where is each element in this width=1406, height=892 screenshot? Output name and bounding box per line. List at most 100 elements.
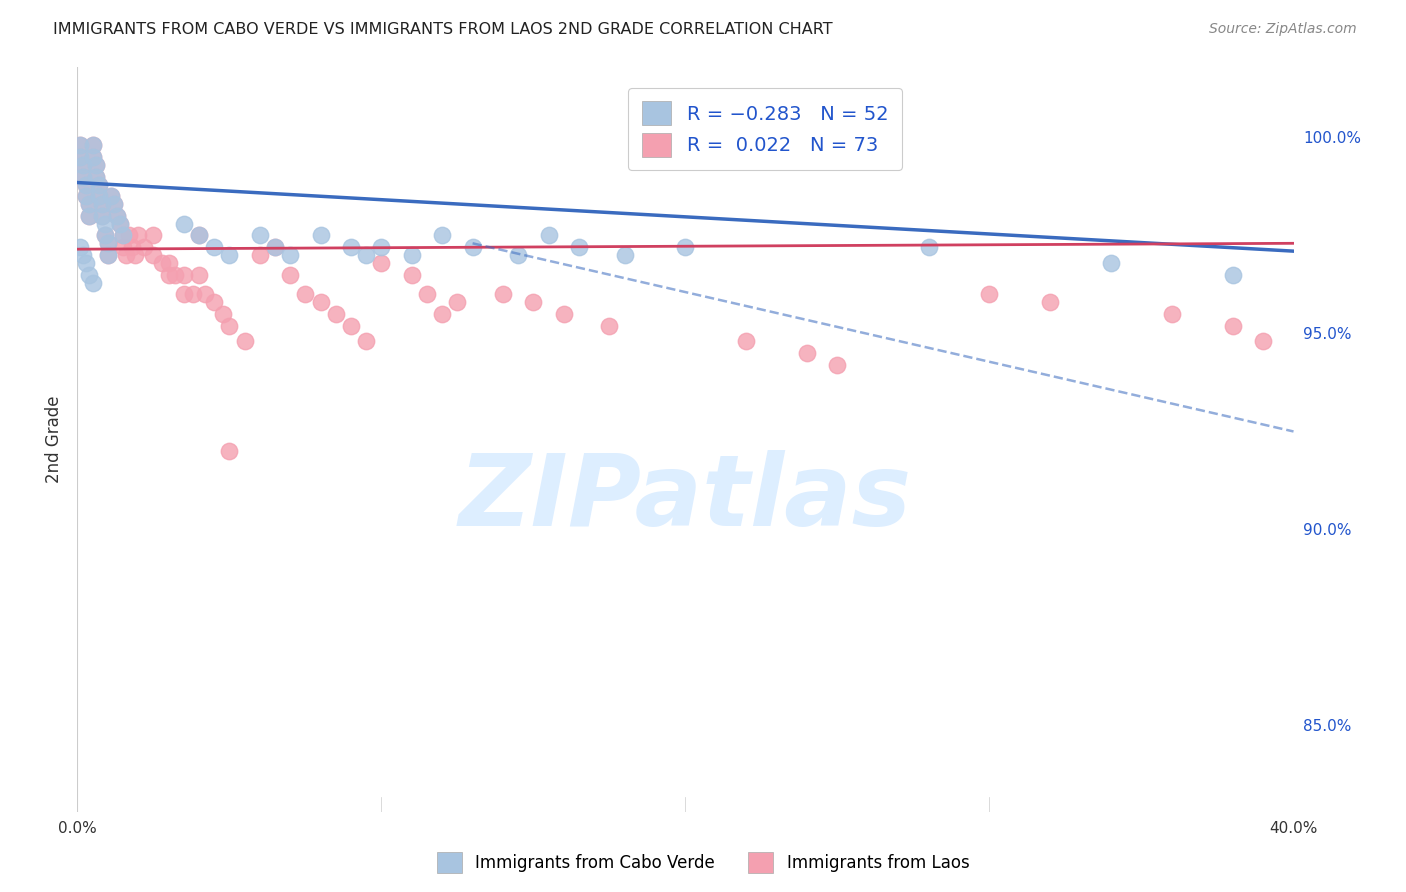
Point bbox=[249, 248, 271, 262]
Point bbox=[309, 228, 332, 243]
Point bbox=[416, 287, 439, 301]
Point bbox=[108, 217, 131, 231]
Point bbox=[82, 150, 104, 164]
Point bbox=[340, 240, 363, 254]
Point bbox=[79, 209, 101, 223]
Point bbox=[553, 307, 575, 321]
Point bbox=[111, 240, 134, 254]
Point bbox=[370, 240, 392, 254]
Point bbox=[87, 178, 110, 192]
Point bbox=[87, 189, 110, 203]
Point bbox=[75, 189, 97, 203]
Point bbox=[173, 287, 195, 301]
Point bbox=[1099, 256, 1122, 270]
Point bbox=[157, 256, 180, 270]
Point bbox=[97, 236, 120, 251]
Point bbox=[735, 334, 758, 349]
Point bbox=[188, 268, 211, 282]
Point bbox=[79, 197, 101, 211]
Point bbox=[432, 228, 454, 243]
Point bbox=[188, 228, 211, 243]
Point bbox=[69, 150, 91, 164]
Point bbox=[294, 287, 316, 301]
Point bbox=[93, 217, 115, 231]
Text: ZIPatlas: ZIPatlas bbox=[458, 450, 912, 548]
Point bbox=[264, 240, 287, 254]
Point bbox=[90, 209, 112, 223]
Point bbox=[598, 318, 620, 333]
Point bbox=[118, 228, 141, 243]
Point bbox=[568, 240, 591, 254]
Point bbox=[111, 228, 134, 243]
Point bbox=[90, 197, 112, 211]
Point bbox=[90, 209, 112, 223]
Legend: R = −0.283   N = 52, R =  0.022   N = 73: R = −0.283 N = 52, R = 0.022 N = 73 bbox=[628, 87, 901, 170]
Point bbox=[152, 256, 174, 270]
Point bbox=[340, 318, 363, 333]
Point bbox=[446, 295, 468, 310]
Point bbox=[163, 268, 186, 282]
Point bbox=[79, 268, 101, 282]
Point bbox=[69, 240, 91, 254]
Point bbox=[432, 307, 454, 321]
Point bbox=[72, 158, 94, 172]
Point bbox=[108, 217, 131, 231]
Point bbox=[93, 228, 115, 243]
Point bbox=[127, 228, 149, 243]
Point bbox=[325, 307, 347, 321]
Point bbox=[87, 178, 110, 192]
Point bbox=[278, 268, 301, 282]
Point bbox=[278, 248, 301, 262]
Point bbox=[69, 138, 91, 153]
Point bbox=[1222, 268, 1244, 282]
Y-axis label: 2nd Grade: 2nd Grade bbox=[45, 395, 63, 483]
Point bbox=[105, 209, 128, 223]
Point bbox=[69, 150, 91, 164]
Point bbox=[115, 248, 138, 262]
Point bbox=[401, 268, 423, 282]
Point bbox=[100, 189, 122, 203]
Point bbox=[194, 287, 217, 301]
Point bbox=[84, 169, 107, 184]
Point bbox=[111, 228, 134, 243]
Point bbox=[82, 150, 104, 164]
Point bbox=[72, 248, 94, 262]
Point bbox=[79, 209, 101, 223]
Point bbox=[142, 228, 165, 243]
Point bbox=[202, 240, 225, 254]
Point bbox=[157, 268, 180, 282]
Point bbox=[212, 307, 235, 321]
Point bbox=[264, 240, 287, 254]
Point bbox=[84, 169, 107, 184]
Text: IMMIGRANTS FROM CABO VERDE VS IMMIGRANTS FROM LAOS 2ND GRADE CORRELATION CHART: IMMIGRANTS FROM CABO VERDE VS IMMIGRANTS… bbox=[53, 22, 832, 37]
Point bbox=[401, 248, 423, 262]
Point bbox=[75, 256, 97, 270]
Point bbox=[100, 189, 122, 203]
Point bbox=[181, 287, 204, 301]
Point bbox=[75, 178, 97, 192]
Point bbox=[218, 248, 240, 262]
Point bbox=[1161, 307, 1184, 321]
Legend: Immigrants from Cabo Verde, Immigrants from Laos: Immigrants from Cabo Verde, Immigrants f… bbox=[430, 846, 976, 880]
Point bbox=[354, 334, 377, 349]
Point bbox=[105, 209, 128, 223]
Point bbox=[103, 197, 125, 211]
Point bbox=[142, 248, 165, 262]
Point bbox=[249, 228, 271, 243]
Text: Source: ZipAtlas.com: Source: ZipAtlas.com bbox=[1209, 22, 1357, 37]
Point bbox=[537, 228, 560, 243]
Point bbox=[218, 318, 240, 333]
Point bbox=[84, 158, 107, 172]
Point bbox=[82, 276, 104, 290]
Point bbox=[188, 228, 211, 243]
Point bbox=[979, 287, 1001, 301]
Point bbox=[82, 138, 104, 153]
Point bbox=[97, 248, 120, 262]
Point bbox=[492, 287, 515, 301]
Point bbox=[84, 158, 107, 172]
Point bbox=[90, 197, 112, 211]
Point bbox=[173, 268, 195, 282]
Point bbox=[309, 295, 332, 310]
Point bbox=[87, 189, 110, 203]
Point bbox=[370, 256, 392, 270]
